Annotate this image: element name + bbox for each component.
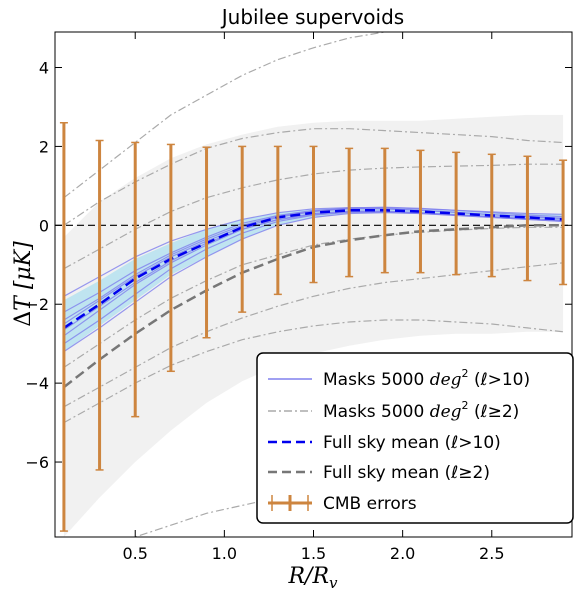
- x-tick-label: 1.0: [212, 544, 237, 563]
- mask-curve-l2-3: [63, 226, 564, 368]
- y-tick-label: −4: [25, 374, 49, 393]
- legend-box: [256, 352, 574, 524]
- legend-label-masks-l2: Masks 5000 deg2 (ℓ≥2): [323, 399, 519, 422]
- band-full-sky-l2: [63, 114, 564, 537]
- x-tick-label: 2.0: [390, 544, 415, 563]
- y-tick-label: 4: [39, 59, 49, 78]
- cmb-errorbar: [380, 147, 389, 274]
- cmb-errorbar: [59, 121, 68, 532]
- y-tick-label: 2: [39, 137, 49, 156]
- y-tick-label: −2: [25, 295, 49, 314]
- legend-handle-cmb-errors: [268, 495, 312, 511]
- cmb-errorbar: [273, 145, 282, 296]
- cmb-errorbar: [309, 145, 318, 284]
- chart-title: Jubilee supervoids: [220, 5, 404, 29]
- mask-curve-l2-2: [63, 163, 564, 270]
- x-tick-label: 2.5: [479, 544, 504, 563]
- plot-area: [55, 32, 572, 537]
- cmb-errorbar: [487, 153, 496, 278]
- cmb-errorbar: [166, 143, 175, 373]
- cmb-errorbar: [559, 159, 568, 286]
- cmb-errorbar: [523, 155, 532, 282]
- legend-label-full-sky-l10: Full sky mean (ℓ>10): [323, 433, 501, 453]
- legend: Masks 5000 deg2 (ℓ>10) Masks 5000 deg2 (…: [256, 352, 574, 524]
- legend-label-masks-l10: Masks 5000 deg2 (ℓ>10): [323, 367, 530, 390]
- legend-label-full-sky-l2: Full sky mean (ℓ≥2): [323, 463, 490, 483]
- cmb-errorbar: [131, 141, 140, 418]
- band-full-sky-l10: [63, 207, 564, 352]
- cmb-errorbar: [238, 145, 247, 313]
- y-axis: −6 −4 −2 0 2 4: [25, 59, 572, 472]
- mask-curve-l2-5: [63, 319, 564, 424]
- cmb-errorbar: [452, 151, 461, 276]
- cmb-errorbar: [345, 147, 354, 278]
- mask-curve-l2-4: [63, 262, 564, 408]
- y-tick-label: −6: [25, 453, 49, 472]
- x-axis: 0.5 1.0 1.5 2.0 2.5: [122, 32, 505, 563]
- y-tick-label: 0: [39, 216, 49, 235]
- cmb-errorbar: [202, 146, 211, 339]
- x-tick-label: 1.5: [301, 544, 326, 563]
- x-tick-label: 0.5: [122, 544, 147, 563]
- y-axis-label: ΔT [μK]: [11, 241, 36, 327]
- cmb-errorbar: [95, 139, 104, 471]
- mask-curve-l2-1: [63, 128, 564, 226]
- cmb-errorbar: [416, 149, 425, 274]
- legend-label-cmb-errors: CMB errors: [323, 494, 417, 514]
- mask-curve-l2-0: [63, 32, 564, 199]
- x-axis-label: R/Rv: [287, 564, 338, 591]
